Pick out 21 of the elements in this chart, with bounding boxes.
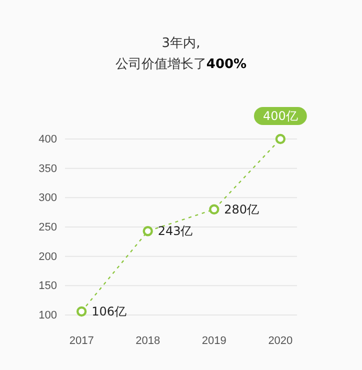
x-tick-label: 2018 (136, 334, 160, 347)
y-tick-label: 250 (38, 222, 57, 234)
data-label: 400亿 (262, 109, 298, 123)
x-tick-label: 2020 (268, 334, 293, 347)
chart-subtitle: 公司价值增长了400% (115, 57, 247, 72)
data-label: 280亿 (224, 202, 260, 216)
point (275, 134, 286, 144)
x-tick-label: 2019 (202, 334, 226, 347)
y-tick-label: 400 (38, 134, 57, 146)
chart-title: 3年内, (162, 36, 200, 51)
data-label: 243亿 (158, 224, 193, 238)
data-label: 106亿 (92, 304, 126, 318)
point (209, 204, 220, 214)
point (76, 306, 87, 317)
y-tick-label: 100 (38, 310, 57, 322)
y-tick-label: 150 (38, 280, 57, 292)
y-tick-label: 200 (38, 250, 57, 263)
x-tick-label: 2017 (69, 334, 94, 347)
point (142, 226, 153, 236)
y-tick-label: 300 (38, 192, 57, 204)
y-tick-label: 350 (38, 162, 57, 175)
